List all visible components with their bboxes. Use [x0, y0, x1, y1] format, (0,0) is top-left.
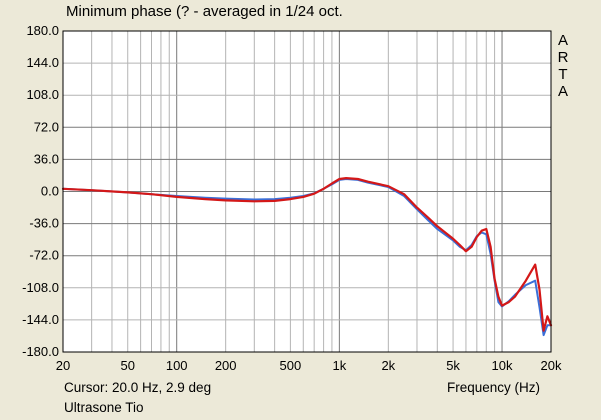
y-tick-label: 180.0	[26, 23, 59, 38]
y-tick-label: 72.0	[34, 119, 59, 134]
x-tick-label: 5k	[446, 358, 460, 373]
x-tick-label: 500	[280, 358, 302, 373]
device-name: Ultrasone Tio	[64, 400, 144, 415]
y-tick-label: 0.0	[41, 184, 59, 199]
y-tick-label: -72.0	[29, 248, 59, 263]
brand-letter: A	[558, 32, 568, 49]
y-tick-label: -180.0	[22, 344, 59, 359]
y-tick-labels: 180.0 144.0 108.0 72.0 36.0 0.0 -36.0 -72.0 -108…	[22, 23, 59, 359]
x-tick-label: 100	[166, 358, 188, 373]
x-axis-label: Frequency (Hz)	[447, 380, 541, 395]
x-tick-label: 50	[120, 358, 134, 373]
x-tick-label: 10k	[492, 358, 513, 373]
brand-letter: R	[558, 49, 569, 66]
chart-title: Minimum phase (? - averaged in 1/24 oct.	[66, 3, 343, 20]
x-tick-label: 2k	[381, 358, 395, 373]
cursor-readout: Cursor: 20.0 Hz, 2.9 deg	[64, 380, 212, 395]
y-tick-label: -36.0	[29, 216, 59, 231]
y-tick-label: 36.0	[34, 151, 59, 166]
series-layer	[61, 177, 553, 337]
x-tick-labels: 20 50 100 200 500 1k 2k 5k 10k 20k	[56, 358, 562, 373]
brand-letter: T	[558, 66, 567, 83]
x-tick-label: 20k	[541, 358, 562, 373]
grid	[63, 31, 551, 352]
x-tick-label: 1k	[332, 358, 346, 373]
y-tick-label: 108.0	[26, 87, 59, 102]
plot-border	[62, 30, 552, 353]
y-tick-label: -144.0	[22, 312, 59, 327]
y-tick-label: 144.0	[26, 55, 59, 70]
series-line-2	[61, 177, 553, 332]
brand-letter: A	[558, 83, 568, 100]
x-tick-label: 200	[215, 358, 237, 373]
y-tick-label: -108.0	[22, 280, 59, 295]
x-tick-label: 20	[56, 358, 70, 373]
